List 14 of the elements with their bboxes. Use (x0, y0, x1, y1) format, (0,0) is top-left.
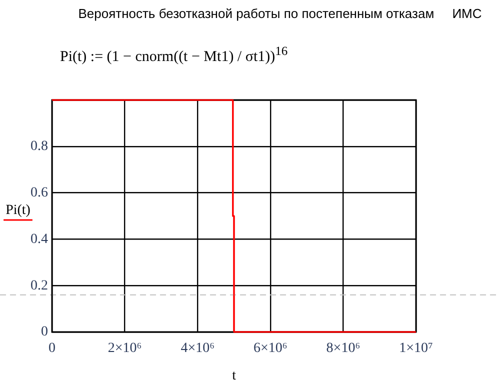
y-axis-title: Pi(t) (6, 203, 31, 218)
x-tick-label: 6×10⁶ (254, 341, 288, 356)
x-tick-label: 4×10⁶ (180, 341, 215, 356)
y-tick-label: 0.6 (30, 185, 48, 200)
y-tick-label: 0 (41, 324, 48, 340)
x-axis-title: t (232, 368, 236, 384)
text: Pi(t) := (1 − cnorm((t − Mt1) / σt1))$^{16}$ (60, 44, 288, 66)
x-tick-label: 8×10⁶ (326, 341, 360, 356)
x-tick-label: 1×10⁷ (399, 341, 434, 356)
y-tick-label: 0.8 (30, 139, 48, 154)
x-tick-label: 2×10⁶ (108, 341, 142, 356)
y-tick-label: 0.4 (30, 232, 48, 247)
y-tick-label: 0.2 (30, 278, 48, 294)
chart-title: Вероятность безотказной работы по постепенным отказам ИМС (77, 6, 483, 21)
